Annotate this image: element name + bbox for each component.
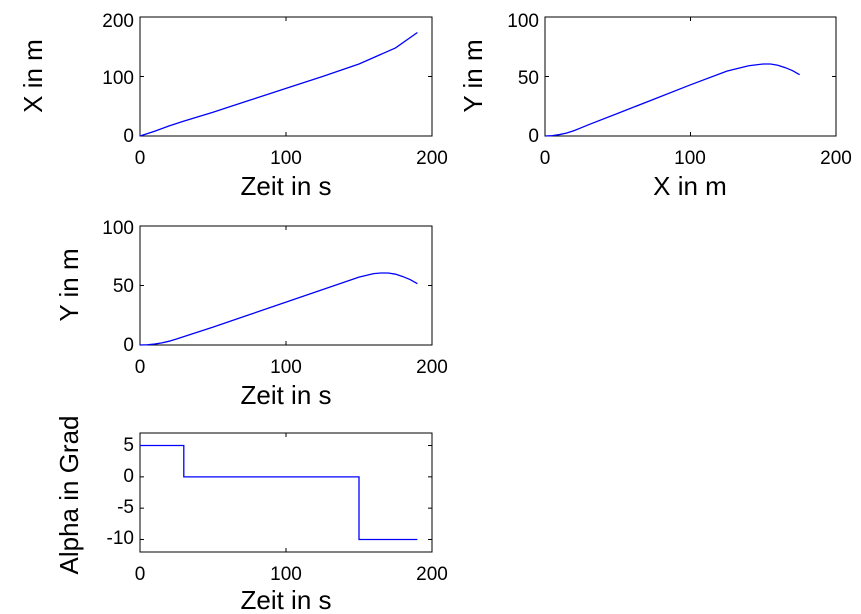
x-tick-labels: 0 100 200: [135, 357, 448, 378]
y-tick-label: 100: [507, 11, 539, 32]
axes-frame: [139, 432, 433, 553]
x-tick-label: 200: [416, 564, 448, 585]
y-tick-label: 0: [123, 126, 134, 147]
x-tick-label: 100: [674, 148, 706, 169]
y-tick-label: 100: [102, 218, 134, 239]
x-axis-label: Zeit in s: [240, 171, 331, 201]
y-tick-labels: 0 50 100: [102, 218, 134, 356]
plot-y-vs-time: 0 100 200 0 50 100 Zeit in s Y in m: [54, 218, 448, 410]
x-tick-label: 100: [270, 357, 302, 378]
x-axis-label: Zeit in s: [240, 585, 331, 614]
y-tick-label: -5: [117, 497, 134, 518]
y-axis-label: Alpha in Grad: [54, 416, 84, 575]
y-tick-label: 5: [123, 435, 134, 456]
y-tick-label: -10: [107, 528, 134, 549]
x-tick-label: 100: [270, 148, 302, 169]
y-tick-label: 50: [518, 68, 539, 89]
x-tick-label: 200: [416, 357, 448, 378]
y-tick-labels: 0 100 200: [102, 11, 134, 147]
y-tick-labels: 0 50 100: [507, 11, 539, 147]
y-axis-label: Y in m: [54, 248, 84, 321]
y-tick-label: 0: [528, 126, 539, 147]
x-tick-labels: 0 100 200: [135, 564, 448, 585]
series-line: [139, 31, 418, 137]
axes-frame: [139, 225, 433, 346]
tick-marks: [139, 16, 433, 137]
tick-marks: [544, 16, 837, 137]
y-tick-label: 50: [113, 276, 134, 297]
x-tick-label: 0: [540, 148, 551, 169]
y-axis-label: X in m: [18, 39, 48, 113]
x-tick-label: 100: [270, 564, 302, 585]
x-tick-label: 0: [135, 357, 146, 378]
y-axis-label: Y in m: [458, 39, 488, 112]
plot-y-vs-x: 0 100 200 0 50 100 X in m Y in m: [458, 11, 852, 201]
y-tick-label: 0: [123, 466, 134, 487]
plot-alpha-vs-time: 0 100 200 5 0 -5 -10 Zeit in s Alpha in …: [54, 416, 448, 614]
axes-frame: [139, 16, 433, 137]
x-axis-label: Zeit in s: [240, 380, 331, 410]
y-tick-label: 200: [102, 11, 134, 32]
series-line: [544, 63, 800, 137]
x-tick-labels: 0 100 200: [540, 148, 852, 169]
y-tick-label: 100: [102, 68, 134, 89]
x-tick-label: 200: [416, 148, 448, 169]
y-tick-labels: 5 0 -5 -10: [107, 435, 134, 549]
x-tick-label: 0: [135, 148, 146, 169]
series-line: [139, 272, 418, 346]
plot-x-vs-time: 0 100 200 0 100 200 Zeit in s X in m: [18, 11, 448, 201]
x-tick-label: 200: [820, 148, 852, 169]
x-tick-labels: 0 100 200: [135, 148, 448, 169]
axes-frame: [544, 16, 837, 137]
y-tick-label: 0: [123, 335, 134, 356]
series-line: [140, 444, 418, 541]
x-tick-label: 0: [135, 564, 146, 585]
x-axis-label: X in m: [653, 171, 727, 201]
